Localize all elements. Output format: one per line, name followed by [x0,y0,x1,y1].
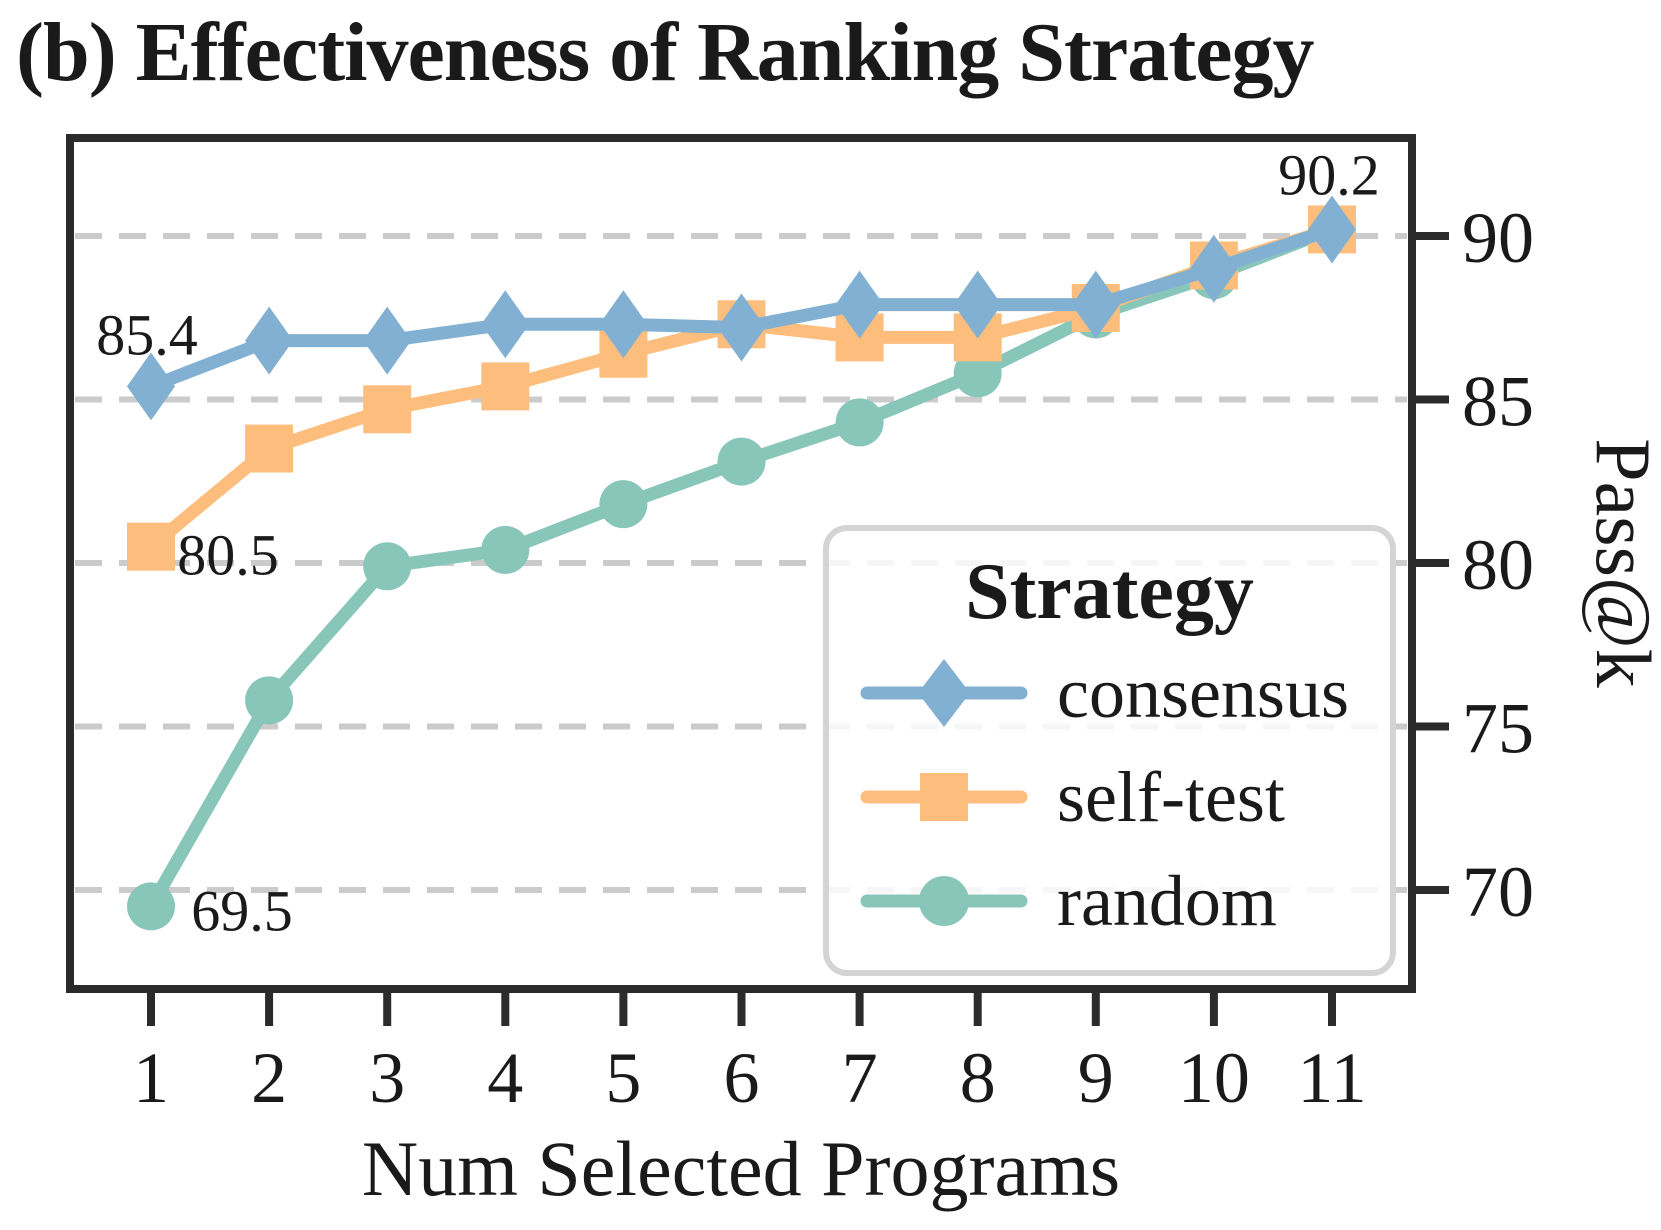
y-tick-label: 85 [1462,362,1534,442]
legend-entry-random: random [849,849,1370,953]
marker-random [599,480,648,529]
marker-self-test [245,424,294,473]
marker-consensus [363,306,412,375]
x-tick-label: 11 [1297,1038,1366,1118]
x-tick-label: 1 [133,1038,169,1118]
legend-label-random: random [1057,860,1277,941]
marker-consensus [481,290,530,359]
x-tick-label: 3 [369,1038,405,1118]
x-tick-label: 5 [605,1038,641,1118]
legend-title: Strategy [965,548,1254,636]
marker-consensus [245,306,294,375]
marker-random [717,437,766,486]
y-axis-label: Pass@k [1580,438,1661,688]
marker-consensus [1189,234,1238,303]
legend-label-consensus: consensus [1057,652,1349,733]
x-tick-label: 8 [960,1038,996,1118]
y-tick-label: 75 [1462,689,1534,769]
marker-consensus [1071,270,1120,339]
x-axis-label: Num Selected Programs [361,1125,1121,1212]
legend-entry-self-test: self-test [849,745,1370,849]
marker-random [481,525,530,574]
marker-consensus [835,270,884,339]
legend-entry-consensus: consensus [849,641,1370,745]
marker-consensus [1308,195,1356,264]
y-tick-label: 80 [1462,525,1534,605]
marker-random [245,676,294,725]
point-label: 90.2 [1278,142,1380,207]
marker-random [127,882,175,931]
marker-self-test [481,362,530,411]
legend-circle [919,876,969,926]
marker-consensus [717,293,766,362]
marker-random [363,542,412,591]
marker-consensus [953,270,1002,339]
x-tick-label: 4 [487,1038,523,1118]
x-tick-label: 10 [1178,1038,1250,1118]
x-tick-label: 2 [251,1038,287,1118]
legend-square [920,773,968,821]
marker-random [835,398,884,447]
chart-title: (b) Effectiveness of Ranking Strategy [16,6,1315,99]
x-tick-label: 6 [724,1038,760,1118]
diamond-marker-icon [860,659,1028,727]
x-tick-label: 7 [842,1038,878,1118]
circle-marker-icon [860,876,1028,926]
marker-consensus [127,352,175,421]
marker-self-test [363,385,412,434]
marker-consensus [599,290,648,359]
y-tick-label: 90 [1462,198,1534,278]
marker-self-test [127,522,175,571]
series-line-self-test [144,222,1339,554]
point-label: 80.5 [177,523,279,588]
point-label: 69.5 [191,878,293,943]
legend-label-self-test: self-test [1057,756,1285,837]
x-tick-label: 9 [1078,1038,1114,1118]
legend: Strategy consensus self-test random [823,525,1396,976]
point-label: 85.4 [96,302,198,367]
y-tick-label: 70 [1462,852,1534,932]
legend-diamond [918,659,970,727]
square-marker-icon [860,773,1028,821]
